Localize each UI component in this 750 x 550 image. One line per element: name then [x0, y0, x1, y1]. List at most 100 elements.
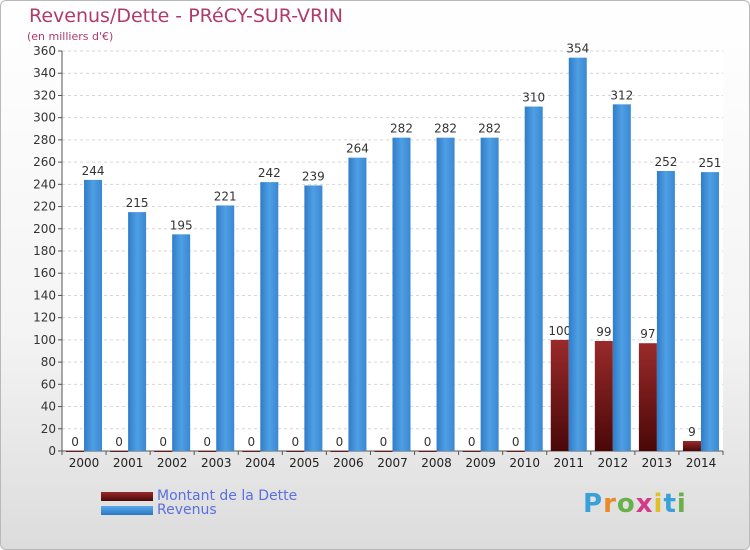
- data-label-revenus: 264: [346, 142, 369, 156]
- x-tick-label: 2001: [113, 456, 144, 470]
- bar-revenus: [480, 137, 499, 451]
- data-label-dette: 0: [468, 435, 476, 449]
- data-label-dette: 99: [596, 325, 611, 339]
- chart-title: Revenus/Dette - PRéCY-SUR-VRIN: [29, 5, 343, 27]
- data-label-dette: 0: [380, 435, 388, 449]
- chart-subtitle: (en milliers d'€): [27, 30, 114, 43]
- bar-dette: [242, 451, 261, 452]
- bar-dette: [462, 451, 481, 452]
- bar-revenus: [304, 185, 323, 451]
- bar-revenus: [524, 106, 543, 452]
- legend-item-dette: Montant de la Dette: [101, 488, 298, 504]
- logo-letter: i: [676, 489, 687, 519]
- data-label-revenus: 215: [126, 196, 149, 210]
- y-tick-label: 280: [33, 133, 56, 147]
- y-tick-label: 360: [33, 44, 56, 58]
- x-tick-label: 2008: [421, 456, 452, 470]
- bar-dette: [638, 343, 657, 451]
- logo-letter: x: [635, 489, 654, 519]
- bar-dette: [286, 451, 305, 452]
- data-label-revenus: 221: [214, 189, 237, 203]
- y-tick-label: 140: [33, 288, 56, 302]
- data-label-revenus: 310: [522, 91, 545, 105]
- legend-label-dette: Montant de la Dette: [157, 488, 298, 504]
- data-label-dette: 0: [71, 435, 79, 449]
- x-tick-label: 2007: [377, 456, 408, 470]
- data-label-revenus: 354: [566, 42, 589, 56]
- proxiti-logo: Proxiti: [583, 489, 687, 519]
- data-label-dette: 0: [203, 435, 211, 449]
- logo-letter: r: [603, 489, 617, 519]
- y-tick-label: 300: [33, 111, 56, 125]
- y-tick-label: 220: [33, 200, 56, 214]
- bar-dette: [110, 451, 129, 452]
- x-tick-label: 2010: [509, 456, 540, 470]
- x-tick-label: 2004: [245, 456, 276, 470]
- y-tick-label: 0: [48, 444, 56, 458]
- x-tick-label: 2002: [157, 456, 188, 470]
- y-tick-label: 40: [41, 400, 56, 414]
- bar-dette: [506, 451, 525, 452]
- data-label-revenus: 312: [610, 88, 633, 102]
- data-label-revenus: 252: [654, 155, 677, 169]
- legend-swatch-dette: [101, 491, 153, 501]
- data-label-dette: 100: [548, 324, 571, 338]
- x-tick-label: 2012: [598, 456, 629, 470]
- x-tick-label: 2003: [201, 456, 232, 470]
- y-tick-label: 20: [41, 422, 56, 436]
- x-tick-label: 2013: [642, 456, 673, 470]
- data-label-dette: 0: [292, 435, 300, 449]
- data-label-revenus: 251: [699, 156, 722, 170]
- data-label-dette: 0: [512, 435, 520, 449]
- bar-dette: [198, 451, 217, 452]
- bar-revenus: [84, 179, 103, 451]
- x-tick-label: 2006: [333, 456, 364, 470]
- bar-revenus: [700, 172, 719, 451]
- logo-letter: P: [583, 489, 604, 519]
- logo-letter: o: [616, 489, 636, 519]
- bar-revenus: [656, 171, 675, 451]
- data-label-dette: 0: [424, 435, 432, 449]
- bar-revenus: [612, 104, 631, 451]
- bar-revenus: [216, 205, 235, 451]
- bar-dette: [374, 451, 393, 452]
- data-label-dette: 0: [336, 435, 344, 449]
- y-tick-label: 180: [33, 244, 56, 258]
- bar-revenus: [348, 157, 367, 451]
- data-label-revenus: 239: [302, 169, 325, 183]
- logo-letter: i: [653, 489, 664, 519]
- data-label-revenus: 244: [82, 164, 105, 178]
- data-label-dette: 0: [159, 435, 167, 449]
- y-tick-label: 320: [33, 88, 56, 102]
- data-label-revenus: 242: [258, 166, 281, 180]
- logo-letter: t: [663, 489, 677, 519]
- bar-dette: [154, 451, 173, 452]
- data-label-revenus: 282: [434, 122, 457, 136]
- x-tick-label: 2014: [686, 456, 717, 470]
- y-tick-label: 60: [41, 377, 56, 391]
- bar-revenus: [568, 57, 587, 452]
- data-label-dette: 0: [247, 435, 255, 449]
- bar-dette: [330, 451, 349, 452]
- y-tick-label: 260: [33, 155, 56, 169]
- bar-dette: [418, 451, 437, 452]
- x-tick-label: 2005: [289, 456, 320, 470]
- bar-revenus: [392, 137, 411, 451]
- y-tick-label: 100: [33, 333, 56, 347]
- x-tick-label: 2011: [553, 456, 584, 470]
- y-tick-label: 120: [33, 311, 56, 325]
- x-tick-label: 2009: [465, 456, 496, 470]
- data-label-revenus: 282: [478, 122, 501, 136]
- bar-revenus: [128, 212, 147, 451]
- legend-item-revenus: Revenus: [101, 502, 217, 518]
- bar-dette: [594, 341, 613, 451]
- x-tick-label: 2000: [69, 456, 100, 470]
- bar-revenus: [172, 234, 191, 451]
- y-tick-label: 200: [33, 222, 56, 236]
- bar-dette: [66, 451, 85, 452]
- bar-dette: [550, 339, 569, 451]
- bar-dette: [682, 441, 701, 451]
- y-tick-label: 240: [33, 177, 56, 191]
